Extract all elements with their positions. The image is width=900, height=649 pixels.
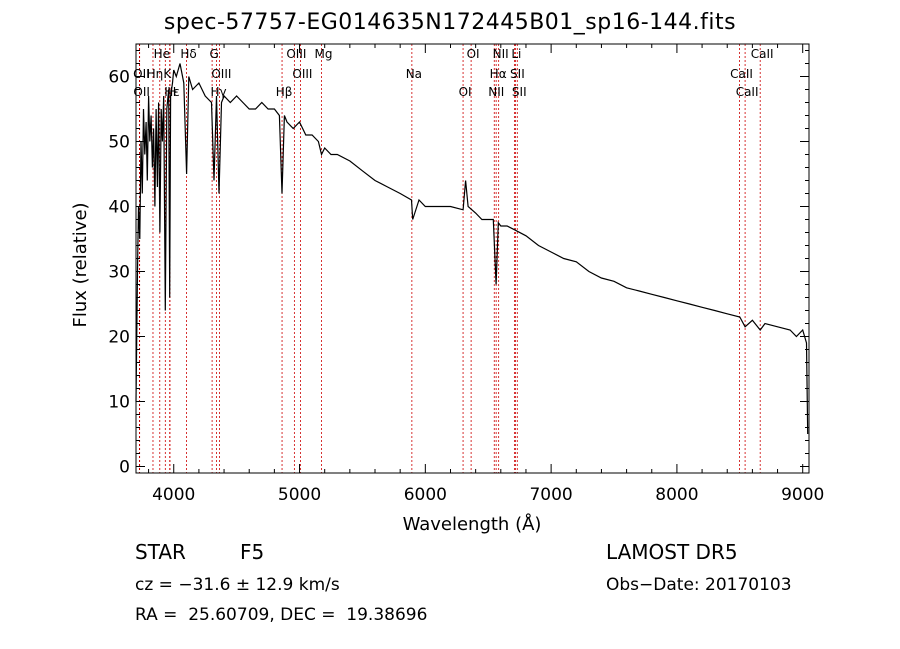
line-marker-label: OII bbox=[133, 85, 150, 99]
line-marker-label: Na bbox=[406, 67, 422, 81]
line-marker-label: Hα bbox=[490, 67, 507, 81]
x-tick-label: 9000 bbox=[781, 485, 824, 505]
line-marker-label: Mg bbox=[315, 47, 333, 61]
line-marker-label: NII bbox=[488, 85, 504, 99]
line-marker-label: OI bbox=[459, 85, 472, 99]
y-tick-label: 30 bbox=[108, 263, 130, 283]
y-tick-label: 20 bbox=[108, 328, 130, 348]
line-marker-label: CaII bbox=[736, 85, 759, 99]
line-marker-label: Li bbox=[511, 47, 521, 61]
y-tick-label: 0 bbox=[119, 458, 130, 478]
line-marker-label: Hδ bbox=[180, 47, 196, 61]
object-class-label: STAR bbox=[135, 540, 186, 564]
x-tick-label: 6000 bbox=[404, 485, 447, 505]
spectral-type-label: F5 bbox=[240, 540, 265, 564]
x-tick-label: 8000 bbox=[655, 485, 698, 505]
y-tick-label: 10 bbox=[108, 393, 130, 413]
line-marker-label: Hη bbox=[147, 67, 164, 81]
survey-label: LAMOST DR5 bbox=[606, 540, 738, 564]
line-marker-label: NII bbox=[493, 47, 509, 61]
line-marker-label: CaII bbox=[751, 47, 774, 61]
y-tick-label: 50 bbox=[108, 133, 130, 153]
redshift-label: cz = −31.6 ± 12.9 km/s bbox=[135, 575, 340, 595]
line-marker-labels: HδKHGOIIIHγOIIIOIIIHβMgNaOIOIHαNIINIISII… bbox=[133, 47, 773, 99]
line-markers bbox=[138, 44, 761, 473]
x-tick-label: 4000 bbox=[152, 485, 195, 505]
line-marker-label: Hγ bbox=[210, 85, 226, 99]
spectrum-series-line bbox=[135, 63, 809, 435]
line-marker-label: SII bbox=[510, 67, 525, 81]
line-marker-label: OII bbox=[133, 67, 150, 81]
line-marker-label: SII bbox=[512, 85, 527, 99]
coordinates-label: RA = 25.60709, DEC = 19.38696 bbox=[135, 605, 428, 625]
line-marker-label: Hβ bbox=[276, 85, 293, 99]
y-axis-ticks: 0 10 20 30 40 50 60 bbox=[108, 50, 809, 478]
line-marker-label: K bbox=[163, 67, 172, 81]
y-tick-label: 40 bbox=[108, 198, 130, 218]
line-marker-label: OIII bbox=[286, 47, 306, 61]
x-tick-label: 5000 bbox=[278, 485, 321, 505]
line-marker-label: OIII bbox=[211, 67, 231, 81]
obs-date-label: Obs−Date: 20170103 bbox=[606, 575, 792, 595]
chart-title: spec-57757-EG014635N172445B01_sp16-144.f… bbox=[163, 10, 737, 35]
line-marker-label: G bbox=[209, 47, 218, 61]
line-marker-label: OIII bbox=[292, 67, 312, 81]
x-tick-label: 7000 bbox=[529, 485, 572, 505]
line-marker-label: CaII bbox=[730, 67, 753, 81]
plot-frame bbox=[135, 43, 810, 474]
x-axis-ticks: 4000 5000 6000 7000 8000 9000 bbox=[148, 44, 824, 505]
y-axis-label: Flux (relative) bbox=[70, 202, 91, 327]
line-marker-label: OI bbox=[467, 47, 480, 61]
line-marker-label: He bbox=[154, 47, 170, 61]
y-tick-label: 60 bbox=[108, 68, 130, 88]
x-axis-label: Wavelength (Å) bbox=[403, 513, 542, 535]
